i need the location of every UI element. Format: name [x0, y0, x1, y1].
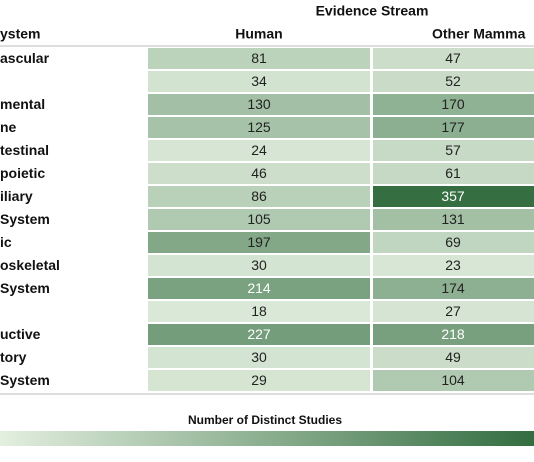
cell-value: 24 — [251, 142, 267, 158]
cell — [373, 255, 534, 276]
cell — [148, 232, 370, 253]
cell-value: 105 — [247, 211, 271, 227]
cell — [148, 186, 370, 207]
cell — [148, 140, 370, 161]
cell-value: 47 — [445, 50, 461, 66]
row-label: System — [0, 280, 50, 296]
cell-value: 69 — [445, 234, 461, 250]
cell — [148, 94, 370, 115]
cell — [373, 163, 534, 184]
cell-value: 49 — [445, 349, 461, 365]
row-label: ne — [0, 119, 17, 135]
cell-value: 197 — [247, 234, 271, 250]
cell — [148, 347, 370, 368]
row-label: mental — [0, 96, 45, 112]
cell — [373, 48, 534, 69]
cell-value: 30 — [251, 349, 267, 365]
cell-value: 81 — [251, 50, 267, 66]
row-label: testinal — [0, 142, 49, 158]
cell-value: 61 — [445, 165, 461, 181]
cell — [373, 301, 534, 322]
cell-value: 357 — [441, 188, 465, 204]
cell-value: 170 — [441, 96, 465, 112]
row-label: System — [0, 372, 50, 388]
cell-value: 34 — [251, 73, 267, 89]
cell-value: 104 — [441, 372, 465, 388]
cell-value: 177 — [441, 119, 465, 135]
cell — [148, 163, 370, 184]
column-header: Human — [235, 26, 282, 42]
colorbar — [0, 431, 534, 446]
row-label: oskeletal — [0, 257, 60, 273]
colorbar-label: Number of Distinct Studies — [188, 413, 342, 427]
cell — [148, 301, 370, 322]
cell — [373, 324, 534, 345]
cell — [148, 370, 370, 391]
cell-value: 29 — [251, 372, 267, 388]
cell-value: 131 — [441, 211, 465, 227]
cell-value: 18 — [251, 303, 267, 319]
cell-value: 46 — [251, 165, 267, 181]
cell-value: 218 — [441, 326, 465, 342]
row-label: ic — [0, 234, 12, 250]
cell-value: 86 — [251, 188, 267, 204]
row-label: iliary — [0, 188, 33, 204]
cell-value: 214 — [247, 280, 271, 296]
cell — [373, 140, 534, 161]
cell-value: 57 — [445, 142, 461, 158]
cell — [148, 324, 370, 345]
cell-value: 125 — [247, 119, 271, 135]
cell — [373, 209, 534, 230]
row-label: ascular — [0, 50, 50, 66]
cell-value: 52 — [445, 73, 461, 89]
cell — [148, 117, 370, 138]
row-label: uctive — [0, 326, 41, 342]
row-label: poietic — [0, 165, 45, 181]
cell-value: 227 — [247, 326, 271, 342]
cell — [373, 278, 534, 299]
cell — [373, 94, 534, 115]
cell-value: 174 — [441, 280, 465, 296]
row-header: ystem — [0, 26, 40, 42]
cell — [148, 255, 370, 276]
row-label: System — [0, 211, 50, 227]
cell — [373, 232, 534, 253]
cell-value: 27 — [445, 303, 461, 319]
cell — [373, 186, 534, 207]
cell-value: 30 — [251, 257, 267, 273]
column-header: Other Mamma — [432, 26, 526, 42]
chart-title: Evidence Stream — [316, 3, 429, 19]
cell — [373, 71, 534, 92]
row-label: tory — [0, 349, 27, 365]
cell — [373, 117, 534, 138]
cell — [148, 48, 370, 69]
cell — [148, 278, 370, 299]
cell — [373, 370, 534, 391]
cell — [373, 347, 534, 368]
cell — [148, 71, 370, 92]
cell-value: 23 — [445, 257, 461, 273]
cell — [148, 209, 370, 230]
cell-value: 130 — [247, 96, 271, 112]
